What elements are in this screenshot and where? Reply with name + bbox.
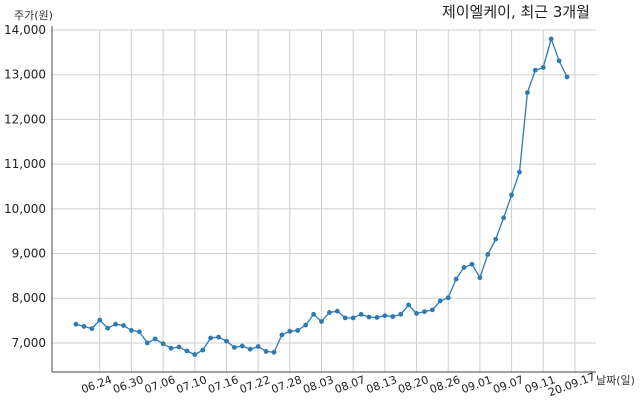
data-point: [192, 352, 198, 357]
data-point: [477, 275, 483, 281]
x-tick-label: 08.13: [365, 373, 399, 396]
data-point: [271, 349, 277, 355]
data-point: [556, 58, 562, 64]
y-tick-label: 9,000: [12, 247, 46, 261]
data-point: [255, 344, 261, 349]
chart-title: 제이엘케이, 최근 3개월: [442, 3, 590, 21]
data-point: [121, 323, 126, 328]
data-point: [461, 264, 467, 270]
data-point: [485, 252, 491, 257]
data-point: [406, 302, 412, 308]
data-point: [493, 236, 499, 242]
y-tick-label: 11,000: [4, 157, 46, 171]
data-point: [200, 347, 206, 353]
y-tick-label: 13,000: [4, 68, 46, 82]
data-point: [350, 315, 356, 321]
y-tick-label: 8,000: [12, 291, 46, 305]
data-point: [509, 192, 514, 198]
data-point: [517, 169, 522, 175]
y-tick-labels: 7,000 8,000 9,000 10,000 11,000 12,000 13,000 1…: [4, 23, 46, 350]
data-point: [374, 315, 380, 320]
gridlines: [52, 29, 596, 372]
data-point: [469, 261, 475, 267]
data-point: [382, 313, 388, 319]
data-point: [398, 311, 404, 317]
data-point: [327, 310, 332, 315]
y-tick-label: 12,000: [4, 112, 46, 126]
data-point: [231, 345, 237, 350]
data-point: [295, 328, 301, 333]
data-point: [311, 311, 316, 317]
x-tick-label: 08.20: [396, 373, 430, 396]
x-tick-label: 06.30: [111, 373, 145, 396]
axes: [51, 26, 596, 373]
data-point: [540, 65, 546, 70]
x-tick-label: 08.26: [428, 373, 462, 396]
data-point: [89, 326, 95, 332]
data-point: [168, 345, 174, 351]
data-point: [390, 314, 396, 319]
data-point: [303, 322, 309, 328]
data-point: [73, 321, 79, 327]
x-tick-label: 09.01: [460, 373, 494, 396]
data-point: [279, 332, 285, 338]
data-point: [548, 36, 554, 42]
data-point: [160, 341, 166, 347]
x-tick-labels: 06.2406.3007.0607.1007.1607.2207.2808.03…: [80, 370, 597, 399]
data-point: [422, 309, 427, 315]
x-axis-label: 날짜(일): [596, 373, 635, 387]
data-point: [366, 314, 372, 320]
data-point: [216, 334, 221, 340]
data-point: [224, 338, 229, 344]
data-point: [247, 346, 253, 352]
data-point: [453, 276, 459, 282]
x-tick-label: 07.22: [238, 373, 272, 396]
data-point: [429, 307, 435, 313]
data-point: [414, 311, 419, 316]
x-tick-label: 09.07: [491, 373, 525, 396]
data-point: [105, 325, 111, 331]
data-point: [144, 340, 150, 346]
data-point: [208, 335, 214, 341]
y-axis-label: 주가(원): [14, 9, 53, 22]
x-tick-label: 07.16: [206, 373, 240, 396]
y-tick-label: 10,000: [4, 202, 46, 216]
x-tick-label: 07.28: [270, 373, 304, 396]
y-tick-label: 14,000: [4, 23, 46, 37]
data-point: [445, 295, 451, 301]
data-point: [239, 343, 245, 349]
data-point: [152, 336, 158, 342]
x-tick-label: 07.06: [143, 373, 177, 396]
data-point: [532, 67, 538, 73]
data-point: [136, 329, 142, 335]
data-point: [184, 348, 190, 354]
x-tick-label: 07.10: [175, 373, 209, 396]
x-tick-label: 08.07: [333, 373, 367, 396]
x-tick-label: 20.09.17: [546, 370, 596, 399]
data-point: [358, 311, 364, 317]
data-point: [287, 328, 293, 334]
data-point: [501, 215, 507, 221]
data-point: [437, 298, 443, 304]
data-point: [176, 344, 182, 350]
x-tick-label: 08.03: [301, 373, 335, 396]
data-point: [97, 317, 103, 323]
data-point: [129, 328, 134, 333]
data-point: [334, 308, 340, 314]
data-point: [319, 319, 324, 324]
x-tick-label: 06.24: [80, 373, 114, 396]
data-point: [81, 324, 87, 329]
data-point: [525, 90, 530, 95]
data-point: [113, 321, 118, 327]
series-price: [73, 36, 570, 357]
data-point: [564, 74, 570, 80]
data-point: [263, 349, 269, 354]
y-tick-label: 7,000: [12, 336, 46, 350]
data-point: [342, 315, 348, 321]
